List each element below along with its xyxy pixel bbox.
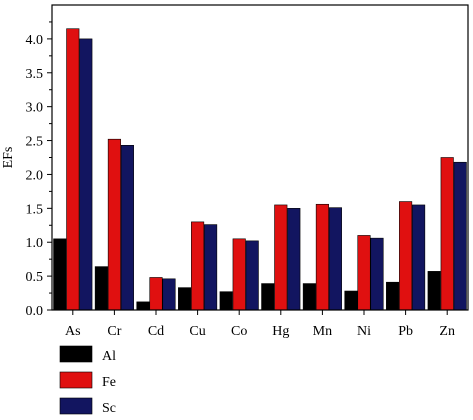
legend-swatch-al (59, 345, 93, 363)
x-tick-label: Co (231, 324, 247, 339)
bar-fe-cu (191, 221, 205, 311)
bar-fe-cr (107, 138, 121, 311)
bar-sc-hg (287, 208, 301, 311)
bar-sc-cr (120, 145, 134, 311)
bar-fe-as (66, 28, 80, 311)
legend: Al Fe Sc (59, 345, 116, 416)
legend-label-al: Al (102, 349, 116, 364)
legend-swatch-fe (59, 371, 93, 389)
x-tick-label: Cr (107, 324, 121, 339)
x-tick-label: Zn (439, 324, 455, 339)
y-tick-label: 1.5 (26, 202, 44, 217)
y-tick-label: 3.5 (26, 67, 44, 82)
legend-label-fe: Fe (102, 375, 116, 390)
bar-sc-ni (370, 237, 384, 311)
bar-sc-co (245, 240, 259, 311)
bar-sc-pb (412, 204, 426, 311)
bar-al-ni (344, 290, 358, 311)
y-tick-label: 0.0 (26, 304, 44, 319)
bar-al-cu (178, 287, 192, 311)
bar-al-cd (136, 301, 150, 311)
bar-sc-cu (204, 224, 218, 311)
y-tick-label: 1.0 (26, 236, 44, 251)
y-tick-label: 2.5 (26, 135, 44, 150)
x-tick-label: Cd (148, 324, 164, 339)
x-tick-label: Mn (313, 324, 332, 339)
y-axis-title: EFs (1, 147, 16, 169)
legend-swatch-sc (59, 397, 93, 415)
bar-al-mn (302, 283, 316, 311)
bar-al-hg (261, 283, 275, 311)
bar-fe-zn (440, 157, 454, 311)
bar-fe-cd (149, 277, 163, 311)
x-tick-label: Pb (398, 324, 413, 339)
x-tick-label: Hg (272, 324, 289, 339)
bar-fe-co (232, 238, 246, 311)
bar-sc-as (79, 38, 93, 311)
bar-fe-pb (399, 201, 413, 311)
y-tick-label: 0.5 (26, 270, 44, 285)
bar-al-cr (94, 266, 108, 311)
legend-label-sc: Sc (102, 401, 116, 416)
bar-al-co (219, 291, 233, 311)
bar-sc-zn (453, 161, 467, 311)
x-tick-label: As (65, 324, 81, 339)
bar-al-zn (427, 271, 441, 311)
y-tick-label: 3.0 (26, 101, 44, 116)
bar-fe-mn (315, 203, 329, 311)
bar-fe-ni (357, 235, 371, 311)
plot-area: As Cr Cd Cu Co Hg Mn Ni Pb Zn 0.0 0.5 1.0 1.5 2.0 2.5 3.… (26, 4, 469, 339)
bar-sc-mn (328, 207, 342, 311)
bar-sc-cd (162, 278, 176, 311)
bar-al-pb (386, 281, 400, 311)
y-tick-label: 4.0 (26, 33, 44, 48)
bar-al-as (53, 238, 67, 311)
plot-frame (51, 4, 469, 311)
x-tick-label: Ni (357, 324, 371, 339)
x-tick-label: Cu (189, 324, 205, 339)
bar-fe-hg (274, 204, 288, 311)
y-tick-label: 2.0 (26, 168, 44, 183)
